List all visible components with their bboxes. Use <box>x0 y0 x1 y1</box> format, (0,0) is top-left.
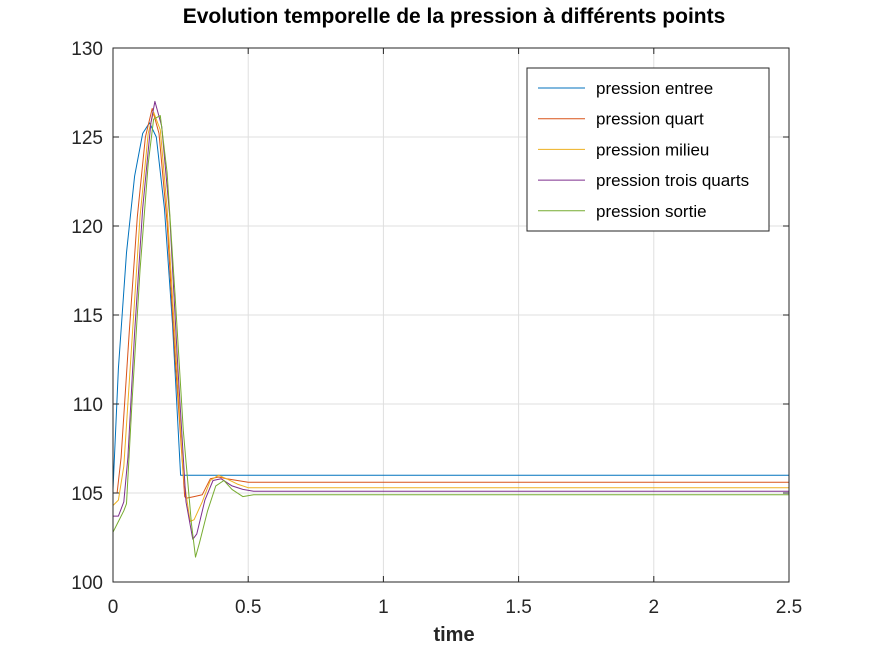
x-axis-label: time <box>433 624 474 646</box>
x-tick-label: 0.5 <box>235 597 261 618</box>
y-tick-label: 130 <box>71 39 103 60</box>
series-line-pression-sortie <box>112 115 789 558</box>
x-tick-label: 0 <box>108 597 119 618</box>
legend-label-pression-entree: pression entree <box>596 79 713 98</box>
y-tick-label: 120 <box>71 217 103 238</box>
x-tick-label: 2 <box>649 597 660 618</box>
series-line-pression-entree <box>112 122 789 490</box>
x-tick-label: 2.5 <box>776 597 802 618</box>
x-tick-label: 1.5 <box>505 597 531 618</box>
series-line-pression-trois-quarts <box>113 100 789 540</box>
legend: pression entree pression quart pression mi… <box>526 67 770 232</box>
y-tick-label: 110 <box>73 395 103 416</box>
ticks: 0 0.5 1 1.5 2 2.5 100 105 110 115 120 125 130 <box>71 39 802 618</box>
legend-label-pression-sortie: pression sortie <box>596 202 707 221</box>
series-group <box>112 100 789 558</box>
y-tick-label: 105 <box>71 484 103 505</box>
y-tick-label: 125 <box>71 128 103 149</box>
series-line-pression-quart <box>113 108 789 499</box>
chart-title: Evolution temporelle de la pression à di… <box>183 5 726 28</box>
y-tick-label: 115 <box>73 306 103 327</box>
legend-label-pression-quart: pression quart <box>596 110 704 129</box>
x-tick-label: 1 <box>378 597 389 618</box>
legend-label-pression-milieu: pression milieu <box>596 140 709 159</box>
legend-label-pression-trois-quarts: pression trois quarts <box>596 171 749 190</box>
series-line-pression-milieu <box>112 111 789 522</box>
y-tick-label: 100 <box>71 573 103 594</box>
